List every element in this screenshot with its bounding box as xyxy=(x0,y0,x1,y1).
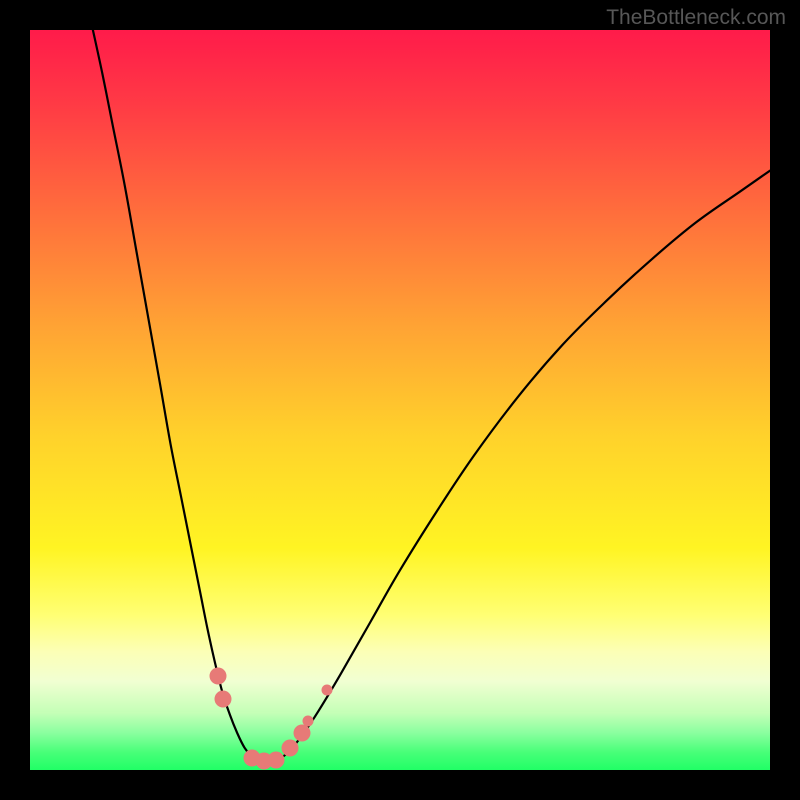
curve-left xyxy=(93,30,268,763)
data-marker xyxy=(293,725,310,742)
data-marker xyxy=(215,690,232,707)
watermark-text: TheBottleneck.com xyxy=(606,6,786,30)
frame-right xyxy=(770,0,800,800)
plot-area xyxy=(30,30,770,770)
frame-bottom xyxy=(0,770,800,800)
curve-right xyxy=(268,171,770,763)
data-marker xyxy=(282,739,299,756)
frame-left xyxy=(0,0,30,800)
data-marker xyxy=(303,716,314,727)
data-marker xyxy=(322,685,333,696)
bottleneck-curve-svg xyxy=(30,30,770,770)
data-marker xyxy=(267,752,284,769)
data-marker xyxy=(209,668,226,685)
